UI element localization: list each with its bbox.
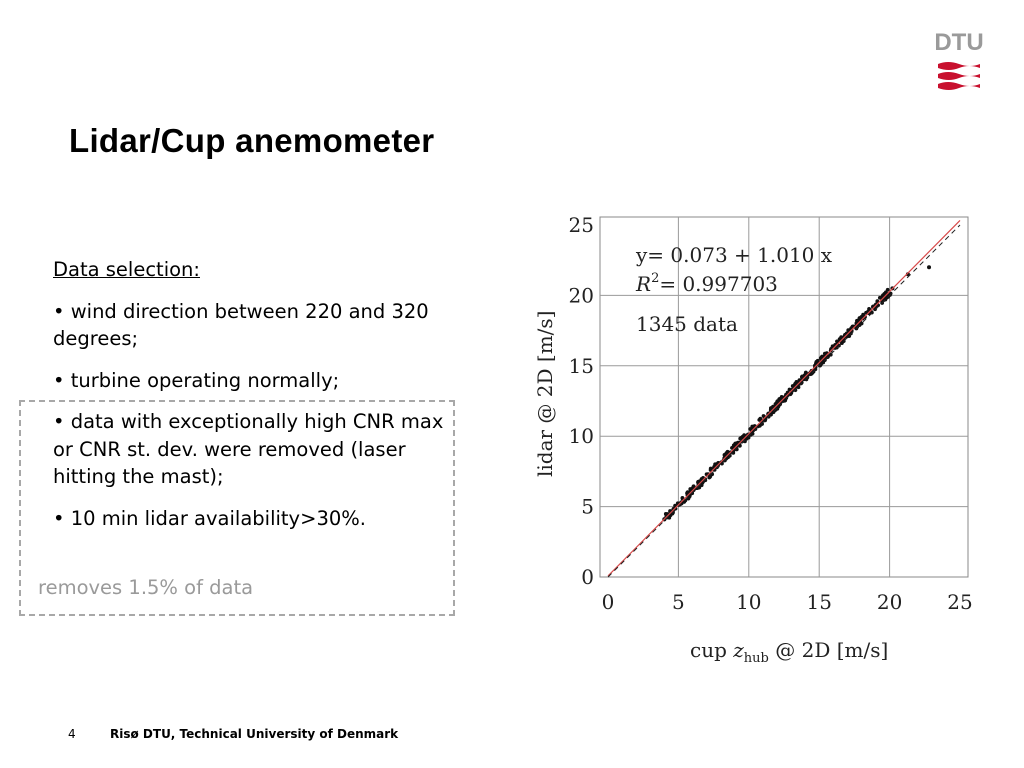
x-axis-label: cup zhub @ 2D [m/s] [690, 638, 888, 666]
data-point [731, 450, 736, 455]
scatter-chart-svg: 0 5 10 15 20 25 0 5 10 15 20 25 y= 0.073 + 1.010 x… [533, 213, 973, 666]
removal-note: removes 1.5% of data [38, 576, 254, 599]
fit-line [607, 220, 961, 577]
r-squared: R2= 0.997703 [635, 271, 778, 296]
bullet-cnr: • data with exceptionally high CNR max o… [53, 410, 444, 488]
bullet-wind-direction: • wind direction between 220 and 320 deg… [53, 299, 429, 351]
x-tick-labels: 0 5 10 15 20 25 [602, 590, 973, 614]
bullet-turbine: • turbine operating normally; [53, 368, 340, 392]
data-point [682, 500, 687, 504]
data-count: 1345 data [636, 312, 738, 336]
x-axis-label-prefix: cup [690, 638, 733, 662]
y-tick-label: 25 [569, 213, 594, 237]
data-point [818, 356, 823, 361]
data-selection-list: Data selection: • wind direction between… [53, 256, 453, 546]
x-tick-label: 20 [877, 590, 902, 614]
r-squared-value: = 0.997703 [659, 272, 778, 296]
fit-equation: y= 0.073 + 1.010 x [635, 243, 833, 267]
data-point [733, 441, 738, 446]
x-tick-label: 0 [602, 590, 615, 614]
data-point [815, 358, 820, 363]
dtu-wave-icon [938, 62, 980, 90]
r-symbol: R [635, 272, 651, 296]
y-tick-label: 10 [569, 424, 594, 448]
data-point [881, 293, 885, 298]
data-point [842, 334, 847, 338]
footer-institution: Risø DTU, Technical University of Denmar… [110, 727, 399, 741]
x-tick-label: 25 [947, 590, 972, 614]
data-point [859, 315, 864, 319]
x-axis-label-suffix: @ 2D [m/s] [769, 638, 888, 662]
data-point [680, 495, 685, 500]
data-point [927, 265, 932, 270]
x-axis-label-var: z [732, 638, 744, 662]
y-tick-label: 5 [581, 495, 594, 519]
data-point [750, 431, 755, 436]
data-point [761, 414, 766, 418]
x-tick-label: 15 [806, 590, 831, 614]
y-axis-label: lidar @ 2D [m/s] [533, 311, 557, 477]
slide-title: Lidar/Cup anemometer [69, 122, 435, 159]
data-point [787, 387, 792, 392]
data-point [738, 436, 743, 441]
r-exponent: 2 [651, 271, 659, 286]
data-point [885, 287, 890, 292]
y-tick-label: 0 [581, 565, 594, 589]
y-tick-label: 20 [569, 283, 594, 307]
section-heading: Data selection: [53, 258, 200, 281]
data-point [691, 484, 696, 489]
x-axis-label-sub: hub [744, 651, 769, 666]
scatter-chart: 0 5 10 15 20 25 0 5 10 15 20 25 y= 0.073 + 1.010 x… [520, 205, 990, 675]
data-point [812, 363, 817, 368]
data-point [875, 299, 880, 304]
data-point [835, 339, 839, 344]
data-point [831, 345, 836, 350]
plot-area [599, 216, 969, 578]
grid [600, 217, 968, 577]
data-point [800, 374, 805, 379]
y-tick-label: 15 [569, 354, 594, 378]
highlight-box [19, 400, 455, 616]
dtu-logo-text: DTU [934, 29, 984, 56]
data-point [790, 384, 795, 388]
bullet-availability: • 10 min lidar availability>30%. [53, 506, 366, 530]
data-point [737, 440, 742, 445]
identity-line [607, 224, 961, 578]
x-tick-label: 10 [736, 590, 761, 614]
x-tick-label: 5 [672, 590, 685, 614]
page-number: 4 [68, 727, 76, 741]
y-tick-labels: 0 5 10 15 20 25 [569, 213, 594, 589]
dtu-logo: DTU [934, 30, 984, 94]
